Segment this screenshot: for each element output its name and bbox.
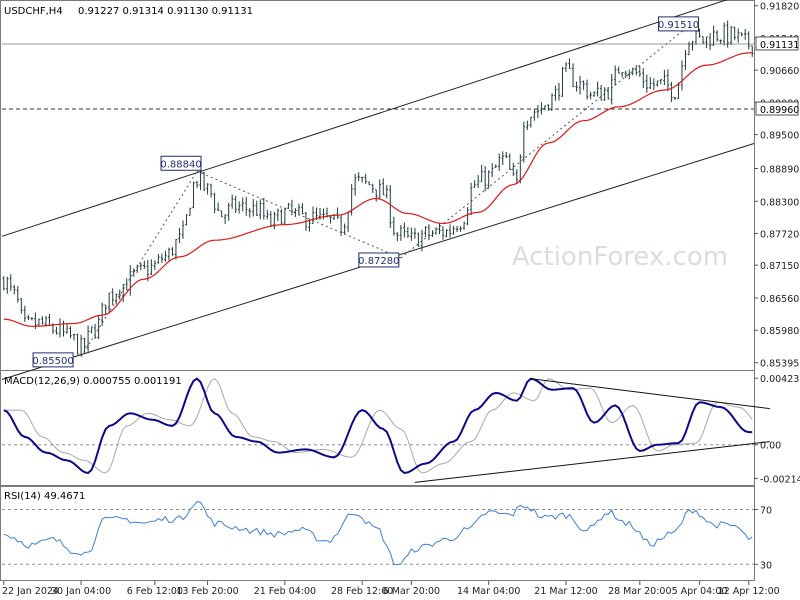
price-tick-label: 0.89500: [760, 131, 799, 142]
moving-average-line: [3, 52, 753, 327]
time-tick-label: 30 Jan 04:00: [51, 586, 111, 597]
macd-trendline-upper: [530, 378, 770, 410]
macd-line: [3, 377, 753, 475]
macd-tick-label: -0.002142: [760, 474, 800, 485]
price-annotation-box: [160, 155, 202, 171]
price-annotation-label: 0.85500: [32, 356, 73, 367]
symbol-label: USDCHF,H4: [4, 6, 63, 17]
rsi-tick-label: 70: [760, 506, 772, 517]
time-tick-label: 28 Mar 20:00: [608, 586, 671, 597]
macd-signal-line: [3, 378, 753, 474]
price-marker-box: [755, 36, 799, 51]
macd-tick-label: 0.00: [760, 441, 781, 452]
price-tick-label: 0.86560: [760, 294, 799, 305]
time-tick-label: 22 Jan 2024: [2, 586, 59, 597]
time-tick-label: 28 Feb 12:00: [331, 586, 393, 597]
price-tick-label: 0.90660: [760, 66, 799, 77]
macd-panel: [2, 377, 770, 483]
price-annotation-box: [32, 352, 74, 368]
watermark: ActionForex.com: [512, 242, 728, 272]
price-annotation-box: [358, 252, 400, 268]
macd-tick-label: 0.004237: [760, 374, 800, 385]
rsi-title: RSI(14) 49.4671: [4, 491, 85, 502]
price-panel: 0.85500 0.88840 0.87280 0.91510: [1, 0, 755, 380]
time-tick-label: 14 Mar 04:00: [457, 586, 520, 597]
price-tick-label: 0.85980: [760, 326, 799, 337]
time-tick-label: 21 Feb 04:00: [254, 586, 316, 597]
price-annotation-box: [658, 16, 700, 32]
ohlc-values: 0.91227 0.91314 0.91130 0.91131: [78, 6, 253, 17]
price-tick-label: 0.88300: [760, 197, 799, 208]
price-annotation-label: 0.88840: [160, 159, 201, 170]
rsi-tick-label: 30: [760, 560, 772, 571]
price-tick-label: 0.87150: [760, 261, 799, 272]
macd-frame: [0, 370, 755, 487]
panel-borders: [0, 0, 755, 581]
macd-trendline-lower: [414, 441, 770, 483]
price-annotation-label: 0.87280: [358, 256, 399, 267]
price-tick-label: 0.91820: [760, 2, 799, 13]
time-tick-label: 6 Feb 12:00: [127, 586, 183, 597]
macd-title: MACD(12,26,9) 0.000755 0.001191: [4, 376, 182, 387]
swing-line: [80, 171, 198, 358]
price-annotation-label: 0.91510: [658, 20, 699, 31]
channel-upper-line: [1, 0, 728, 237]
rsi-panel: [2, 501, 754, 566]
time-tick-label: 6 Mar 20:00: [383, 586, 440, 597]
price-tick-label: 0.85395: [760, 359, 799, 370]
time-tick-label: 5 Apr 04:00: [672, 586, 728, 597]
time-tick-label: 13 Feb 20:00: [176, 586, 238, 597]
price-tick-label: 0.87720: [760, 230, 799, 241]
time-tick-label: 21 Mar 12:00: [534, 586, 597, 597]
price-marker-label: 0.89960: [760, 105, 799, 116]
price-frame: [0, 0, 755, 371]
rsi-frame: [0, 485, 755, 581]
price-marker-box: [755, 101, 799, 116]
time-tick-label: 12 Apr 12:00: [718, 586, 780, 597]
rsi-line: [3, 501, 753, 566]
price-tick-label: 0.88890: [760, 164, 799, 175]
price-marker-label: 0.91131: [760, 40, 799, 51]
